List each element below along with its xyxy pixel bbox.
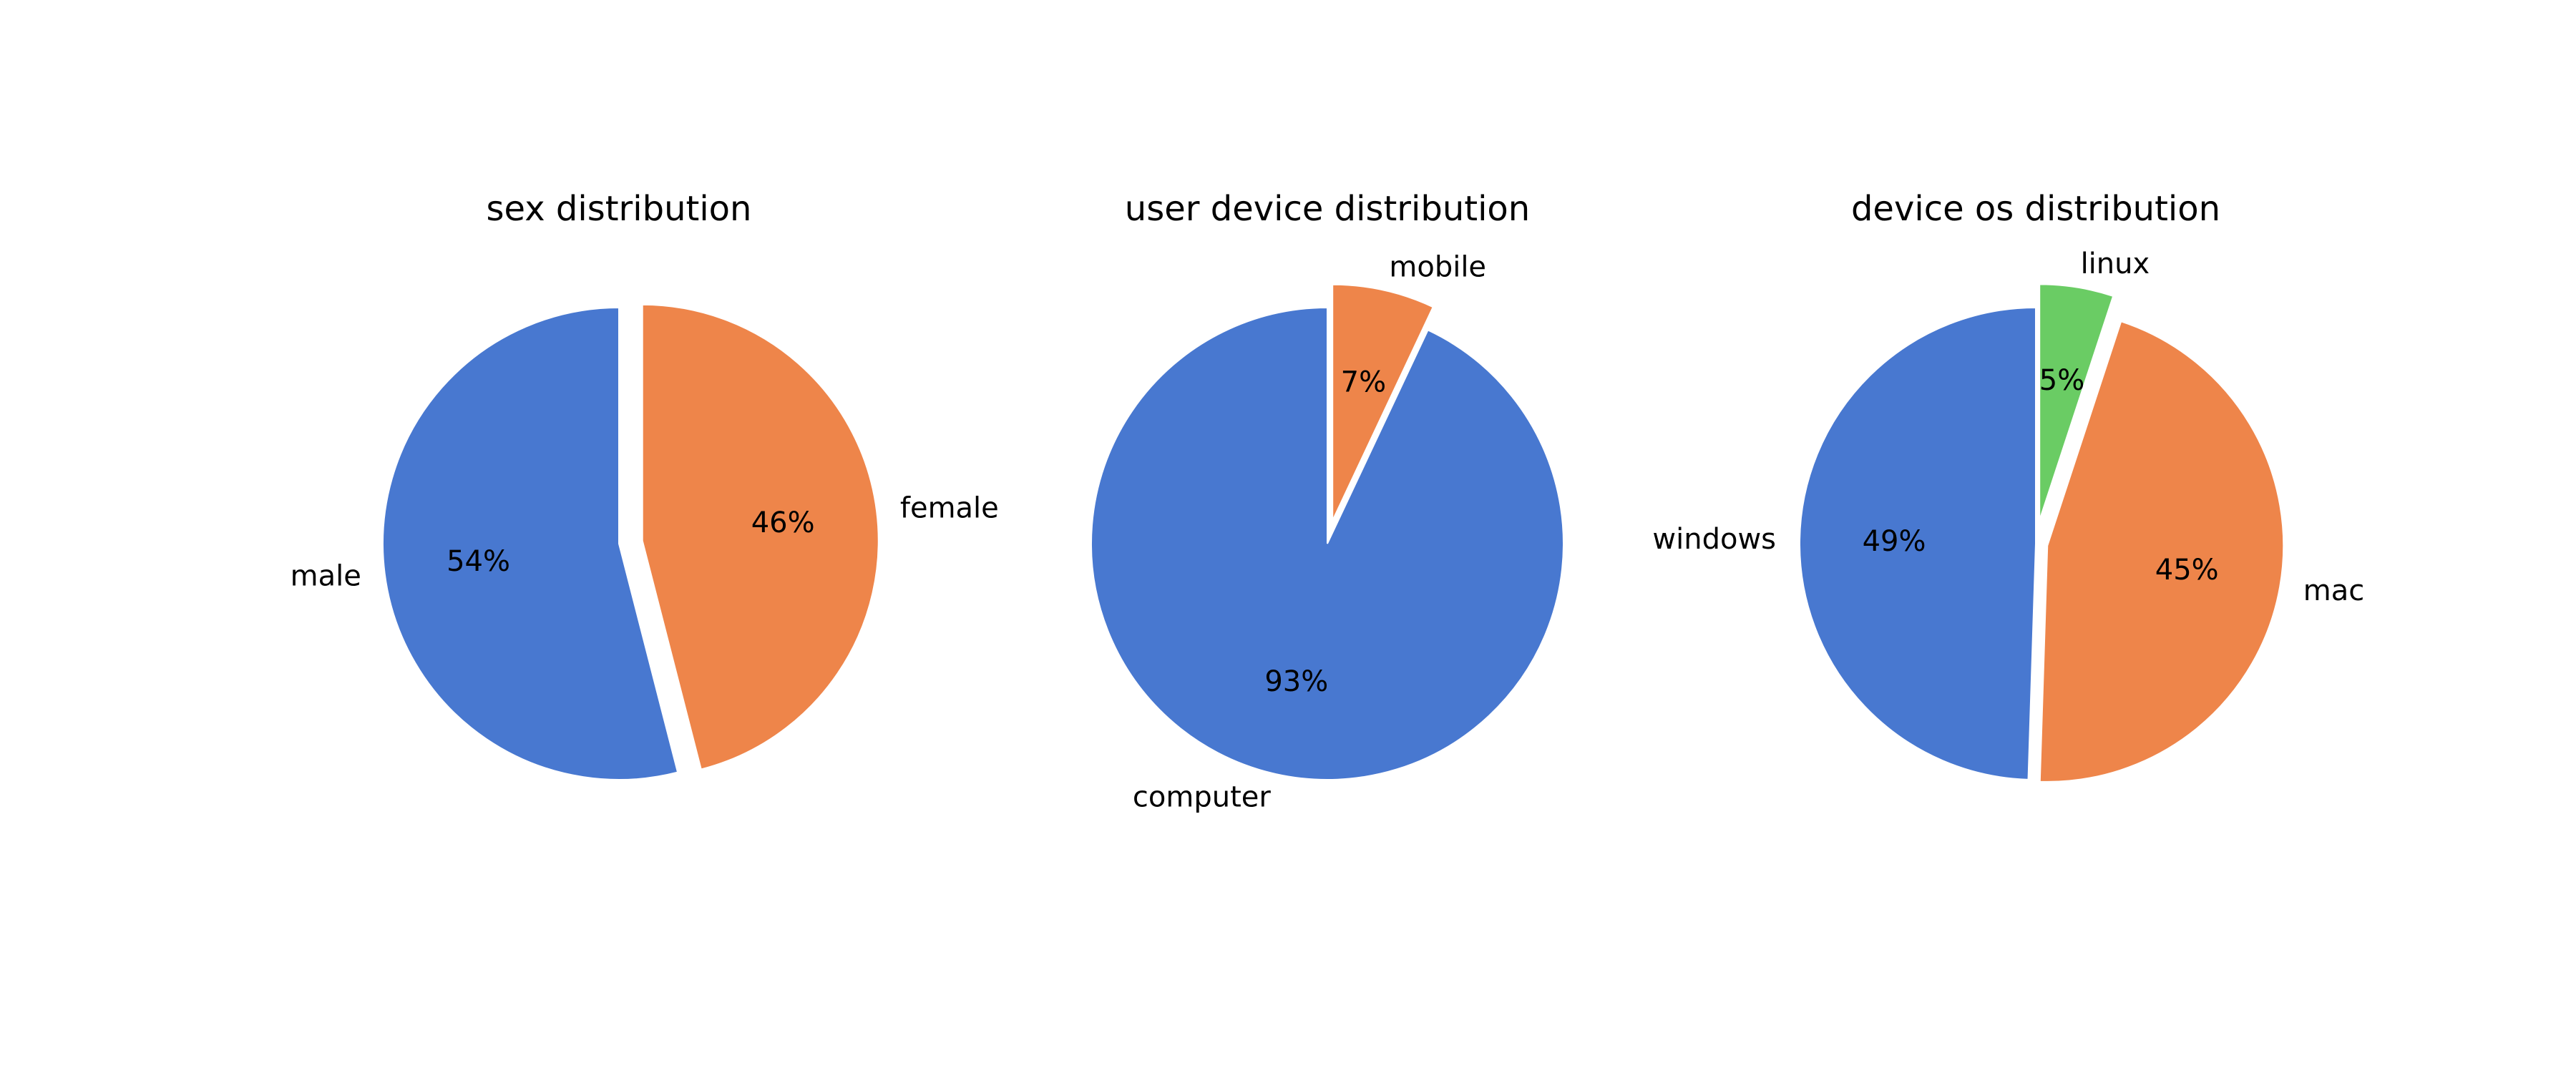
pie-slice-windows: [1799, 306, 2036, 780]
pct-label-male: 54%: [447, 545, 510, 578]
slice-label-computer: computer: [1133, 780, 1271, 813]
pct-label-mobile: 7%: [1341, 366, 1386, 399]
slice-label-windows: windows: [1652, 523, 1776, 556]
pie-slice-mac: [2039, 320, 2285, 783]
slice-label-mobile: mobile: [1389, 251, 1486, 284]
slice-label-linux: linux: [2081, 248, 2150, 280]
slice-label-mac: mac: [2303, 574, 2364, 607]
pie-slice-linux: [2039, 283, 2114, 521]
pie-slice-mobile: [1332, 283, 1435, 521]
chart-title: sex distribution: [487, 189, 752, 229]
pct-label-mac: 45%: [2155, 554, 2219, 587]
pie-chart-sex-distribution: sex distribution 54% male 46% female: [291, 189, 999, 780]
pct-label-computer: 93%: [1264, 665, 1328, 698]
pie-chart-device-os-distribution: device os distribution 49% windows 45% mac 5%…: [1652, 189, 2364, 783]
chart-title: device os distribution: [1851, 189, 2220, 229]
pct-label-female: 46%: [751, 506, 815, 539]
pie-slice-male: [382, 306, 679, 780]
pie-slice-female: [641, 303, 879, 770]
pie-slice-computer: [1091, 306, 1564, 780]
slice-label-female: female: [900, 491, 999, 524]
pct-label-linux: 5%: [2039, 364, 2084, 397]
chart-title: user device distribution: [1125, 189, 1530, 229]
slice-label-male: male: [291, 559, 361, 592]
pie-chart-user-device-distribution: user device distribution 93% computer 7% mob…: [1091, 189, 1564, 813]
pct-label-windows: 49%: [1863, 525, 1926, 558]
